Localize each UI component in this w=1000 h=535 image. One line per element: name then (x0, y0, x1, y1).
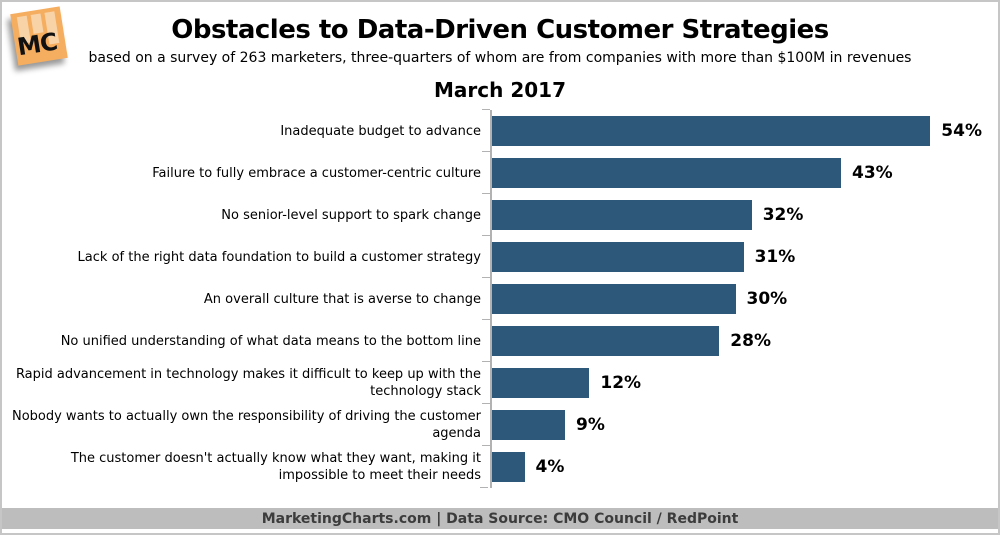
bar-track: 12% (482, 361, 998, 404)
chart-header: Obstacles to Data-Driven Customer Strate… (2, 2, 998, 101)
bar-value-label: 4% (535, 457, 565, 477)
category-label: Failure to fully embrace a customer-cent… (152, 165, 481, 181)
bar-value-label: 32% (762, 205, 804, 225)
bar-row: No unified understanding of what data me… (2, 319, 998, 362)
category-label: The customer doesn't actually know what … (70, 451, 481, 483)
bar (492, 284, 736, 314)
bar-row: Failure to fully embrace a customer-cent… (2, 151, 998, 194)
bar-row: The customer doesn't actually know what … (2, 445, 998, 488)
bar-value-label: 43% (852, 163, 893, 183)
bar-track: 54% (482, 109, 998, 152)
bar-row: Lack of the right data foundation to bui… (2, 235, 998, 278)
bar-row: Nobody wants to actually own the respons… (2, 403, 998, 446)
marketingcharts-logo: MC (10, 6, 68, 66)
page-title: Obstacles to Data-Driven Customer Strate… (171, 15, 829, 45)
category-label: No unified understanding of what data me… (60, 333, 481, 349)
period-label: March 2017 (434, 78, 566, 102)
bar-row: An overall culture that is averse to cha… (2, 277, 998, 320)
bar-track: 30% (482, 277, 998, 320)
bar-row: Rapid advancement in technology makes it… (2, 361, 998, 404)
bar-row: No senior-level support to spark change 3… (2, 193, 998, 236)
axis-bottom-tick (480, 487, 488, 488)
bar (492, 368, 590, 398)
bar-track: 32% (482, 193, 998, 236)
bar (492, 116, 931, 146)
category-label: An overall culture that is averse to cha… (203, 291, 481, 307)
bar (492, 158, 841, 188)
category-label: No senior-level support to spark change (221, 207, 481, 223)
chart-subtitle: based on a survey of 263 marketers, thre… (88, 50, 912, 66)
bar-track: 28% (482, 319, 998, 362)
category-label: Inadequate budget to advance (280, 123, 481, 139)
bar-value-label: 28% (730, 331, 771, 351)
bar (492, 452, 525, 482)
bar-row: Inadequate budget to advance 54% (2, 109, 998, 152)
bar (492, 242, 744, 272)
bar-track: 31% (482, 235, 998, 278)
horizontal-bar-chart: Inadequate budget to advance 54% Failure t… (2, 109, 998, 488)
source-text: MarketingCharts.com | Data Source: CMO C… (261, 510, 739, 527)
bar-track: 4% (482, 445, 998, 488)
category-label: Rapid advancement in technology makes it… (15, 367, 481, 399)
category-label: Lack of the right data foundation to bui… (77, 249, 481, 265)
bar-value-label: 9% (576, 415, 605, 435)
bar-value-label: 12% (600, 373, 642, 393)
bar-track: 43% (482, 151, 998, 194)
category-label: Nobody wants to actually own the respons… (11, 409, 481, 441)
source-bar: MarketingCharts.com | Data Source: CMO C… (2, 508, 998, 529)
bar (492, 410, 565, 440)
bar-value-label: 30% (746, 289, 788, 309)
bar (492, 326, 720, 356)
bar-track: 9% (482, 403, 998, 446)
bar-value-label: 31% (754, 247, 796, 267)
bar-value-label: 54% (941, 121, 982, 141)
bar (492, 200, 752, 230)
